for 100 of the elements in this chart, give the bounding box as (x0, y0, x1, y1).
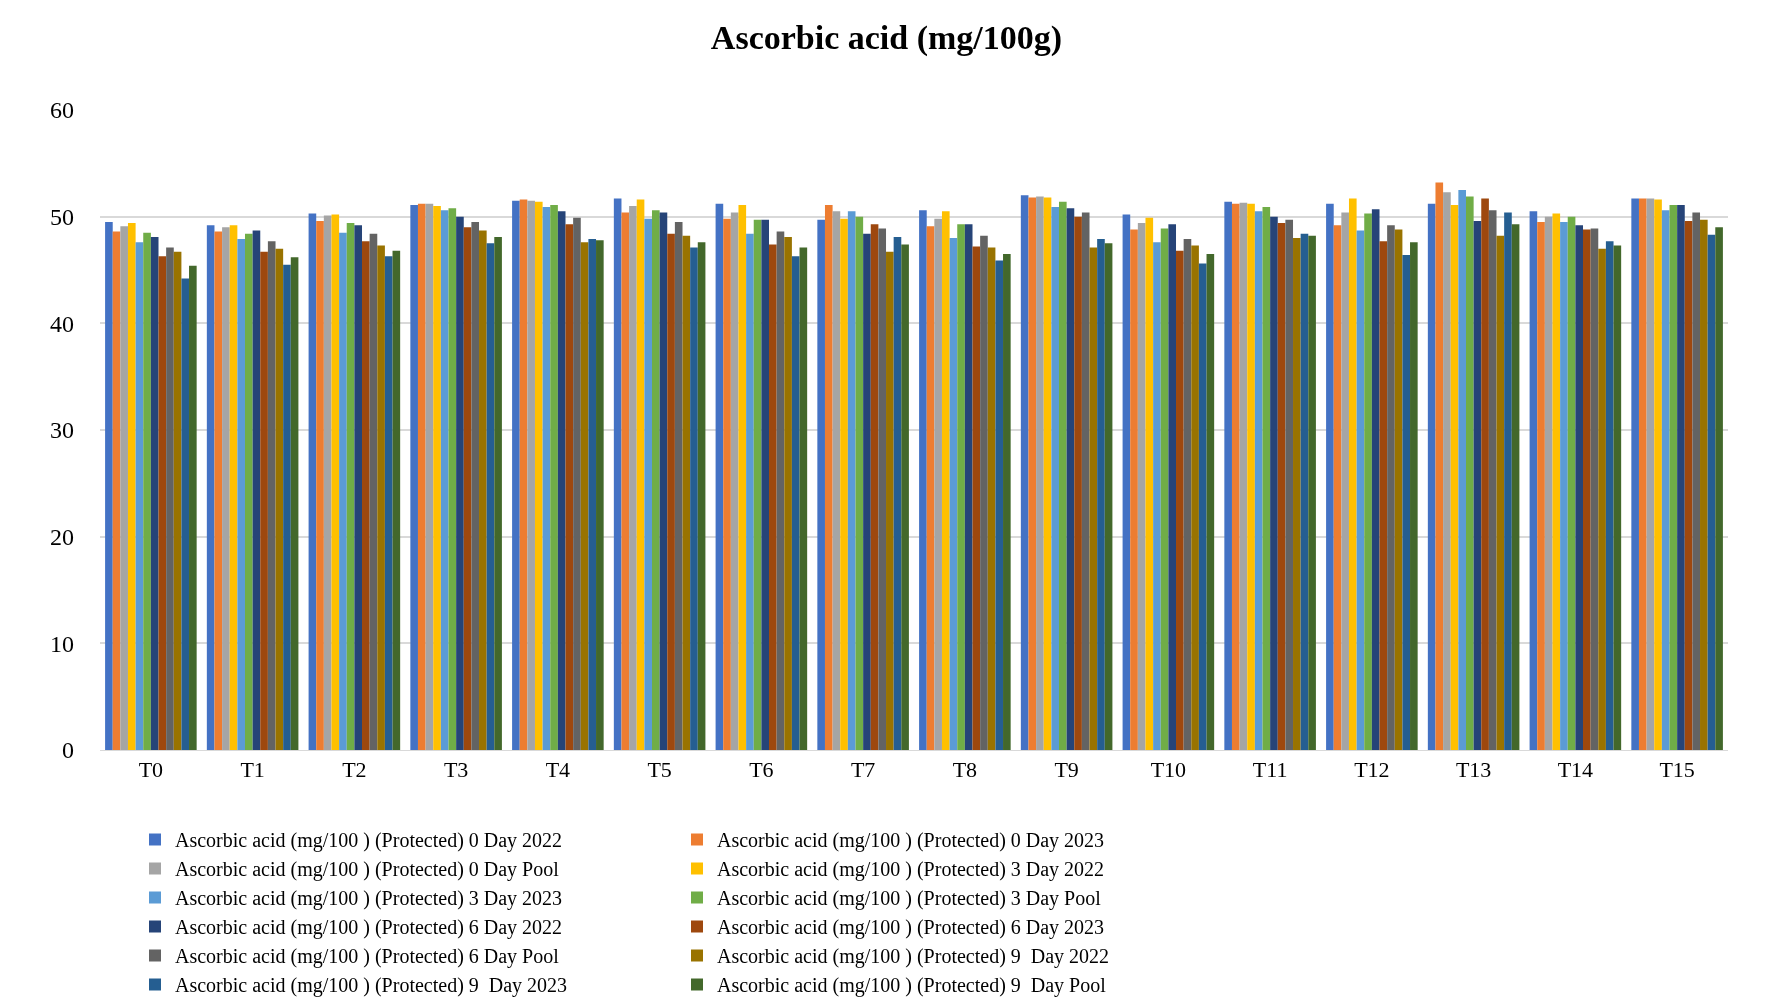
bar (1333, 225, 1342, 750)
bar (784, 236, 792, 750)
bar (824, 204, 833, 750)
bar (1511, 224, 1520, 750)
x-tick-label: T15 (1659, 757, 1695, 783)
bar (1654, 199, 1662, 750)
bar (817, 219, 825, 750)
bar (1537, 222, 1545, 750)
bar (738, 204, 747, 750)
bar (1458, 190, 1466, 750)
bar (425, 203, 434, 750)
bar (1308, 235, 1316, 750)
bar (1122, 214, 1131, 750)
bar (392, 250, 401, 750)
bar (1700, 219, 1708, 750)
bar (893, 236, 902, 750)
bar (275, 248, 284, 750)
bar (1631, 198, 1639, 750)
bar (433, 206, 441, 750)
bar (791, 256, 800, 750)
x-tick-label: T12 (1354, 757, 1390, 783)
bar (308, 213, 317, 750)
legend-label: Ascorbic acid (mg/100 ) (Protected) 0 Day 2023 (717, 829, 1105, 853)
bar (746, 233, 754, 750)
bar (1450, 204, 1459, 750)
legend-label: Ascorbic acid (mg/100 ) (Protected) 0 Day 2022 (175, 829, 563, 853)
bar (1356, 230, 1365, 750)
bar (181, 278, 190, 750)
bar (776, 231, 785, 750)
bar (377, 245, 385, 750)
bar (127, 223, 136, 750)
x-tick-label: T0 (138, 757, 164, 783)
bar (886, 251, 894, 750)
bar (667, 233, 675, 750)
bar (1575, 225, 1584, 750)
bar (949, 238, 958, 750)
bar (1567, 216, 1576, 750)
bar (1153, 242, 1161, 750)
bar (1544, 216, 1553, 750)
bar (934, 218, 942, 750)
bar (1552, 213, 1561, 750)
bar (855, 216, 864, 750)
bar (1435, 182, 1444, 750)
x-tick-label: T9 (1054, 757, 1079, 783)
bar (769, 244, 777, 750)
bar (1394, 229, 1403, 750)
bar (112, 231, 121, 750)
bar (173, 251, 182, 750)
x-tick-label: T4 (545, 757, 571, 783)
bar (957, 224, 965, 750)
bar (1387, 225, 1395, 750)
bar (1043, 197, 1052, 750)
bar (1028, 197, 1037, 750)
bar (847, 211, 856, 750)
y-tick-label: 30 (50, 417, 74, 444)
bar (1410, 242, 1418, 750)
bar (166, 247, 174, 750)
legend-label: Ascorbic acid (mg/100 ) (Protected) 3 Day 2023 (175, 887, 563, 911)
x-tick-label: T2 (342, 757, 367, 783)
bar (1402, 255, 1411, 750)
bar (440, 210, 449, 750)
bar (926, 226, 935, 750)
bar (1262, 207, 1271, 750)
bar (1036, 196, 1044, 750)
bar (1529, 211, 1538, 750)
bar (870, 224, 879, 750)
bar (1137, 223, 1146, 750)
chart-title: Ascorbic acid (mg/100g) (710, 18, 1063, 57)
bar (832, 211, 841, 750)
bar (120, 226, 128, 750)
bar (252, 230, 261, 750)
bar (1104, 243, 1113, 750)
bar (486, 243, 495, 750)
bar (339, 232, 347, 750)
bar (346, 223, 355, 750)
bar (987, 247, 996, 750)
bar (621, 212, 630, 750)
bar (629, 206, 637, 750)
bar (1560, 222, 1568, 750)
x-tick-label: T11 (1252, 757, 1288, 783)
bar (1371, 209, 1380, 750)
legend-label: Ascorbic acid (mg/100 ) (Protected) 9 Day Pool (717, 974, 1107, 998)
bar (1504, 212, 1512, 750)
legend-label: Ascorbic acid (mg/100 ) (Protected) 9 Day 2022 (717, 945, 1110, 969)
bar (557, 211, 566, 750)
bar (1160, 228, 1169, 750)
bar (534, 201, 543, 750)
bar (1231, 203, 1240, 750)
x-tick-label: T1 (240, 757, 265, 783)
bar (1583, 229, 1591, 750)
bar (1364, 213, 1372, 750)
bar (105, 222, 113, 750)
bar (1638, 198, 1647, 750)
bar (1341, 212, 1349, 750)
bar (1300, 233, 1309, 750)
bar (1707, 234, 1716, 750)
bar (1191, 245, 1199, 750)
bar (1496, 235, 1505, 750)
bar (674, 222, 683, 750)
bar (565, 224, 574, 750)
